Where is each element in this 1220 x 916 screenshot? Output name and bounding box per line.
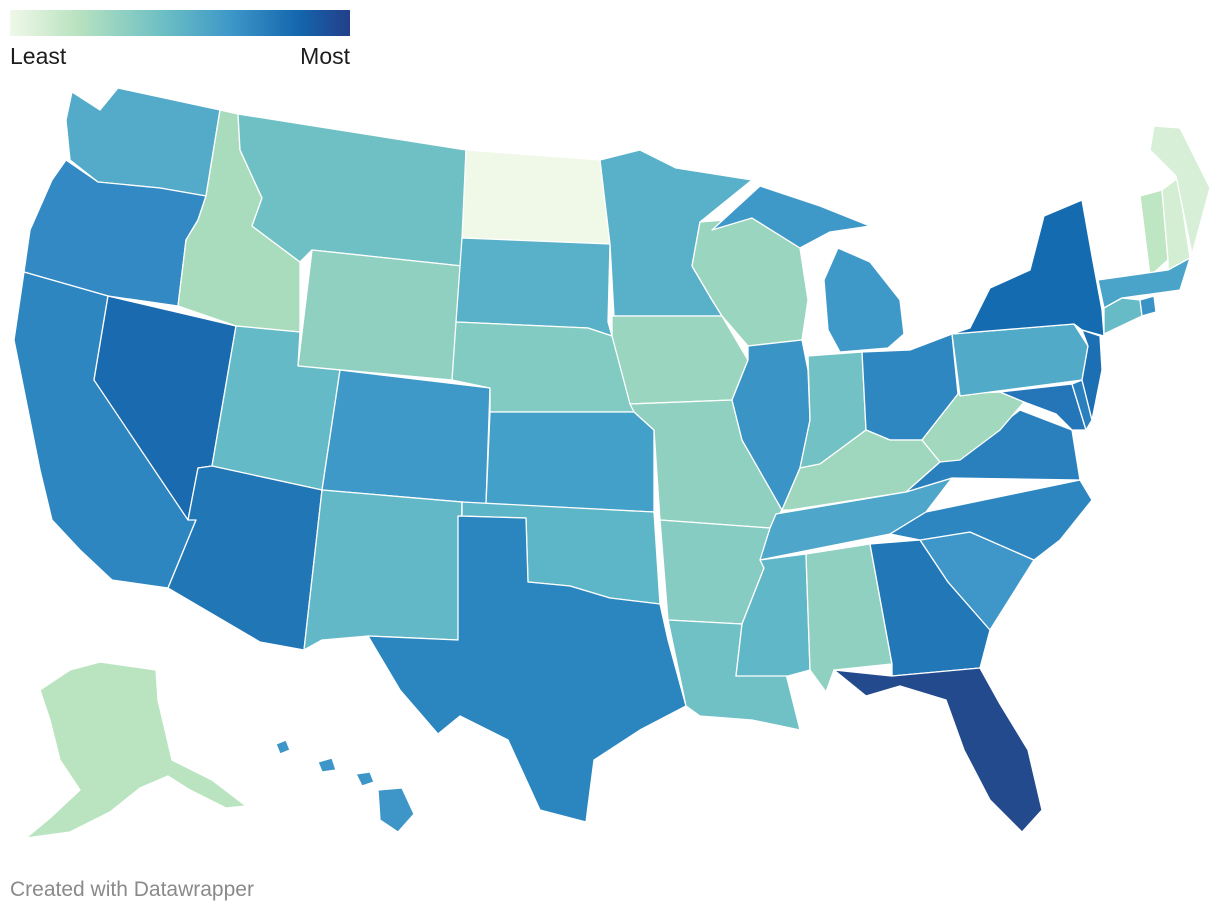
state-CO[interactable] bbox=[321, 369, 491, 505]
state-RI[interactable] bbox=[1139, 295, 1157, 317]
state-KS[interactable] bbox=[485, 411, 655, 513]
state-NM[interactable] bbox=[303, 489, 463, 651]
legend-max-label: Most bbox=[300, 43, 350, 69]
state-IA[interactable] bbox=[611, 315, 749, 405]
state-NC[interactable] bbox=[889, 479, 1093, 561]
state-AK[interactable] bbox=[25, 661, 247, 839]
state-NY[interactable] bbox=[951, 199, 1105, 337]
datawrapper-credit[interactable]: Created with Datawrapper bbox=[10, 878, 254, 901]
state-KY[interactable] bbox=[781, 429, 941, 511]
state-ME[interactable] bbox=[1149, 125, 1211, 255]
state-MI[interactable] bbox=[711, 185, 905, 353]
us-choropleth-map bbox=[13, 87, 1211, 839]
state-TX[interactable] bbox=[367, 515, 687, 823]
state-SD[interactable] bbox=[455, 237, 613, 337]
legend-min-label: Least bbox=[10, 43, 67, 69]
state-FL[interactable] bbox=[833, 667, 1043, 833]
state-NJ[interactable] bbox=[1081, 329, 1103, 421]
state-WY[interactable] bbox=[297, 249, 463, 381]
state-ND[interactable] bbox=[461, 149, 611, 245]
legend: Least Most bbox=[10, 10, 350, 69]
state-HI[interactable] bbox=[275, 739, 415, 833]
legend-gradient-bar bbox=[10, 10, 350, 36]
